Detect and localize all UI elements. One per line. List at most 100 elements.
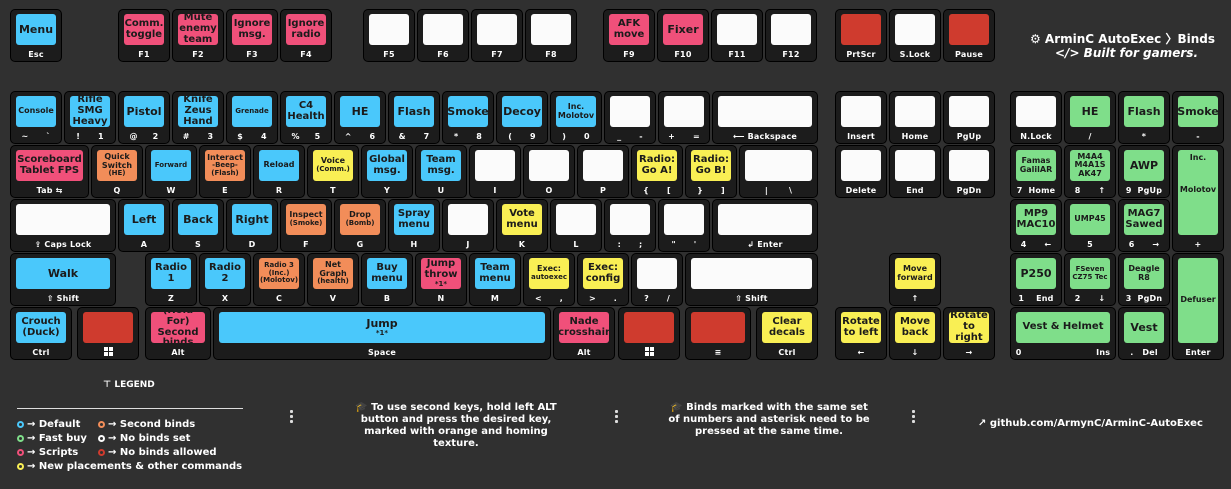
key-np5[interactable]: UMP45 5 [1064, 199, 1116, 252]
key-prtscr[interactable]: PrtScr [835, 9, 887, 62]
key-l[interactable]: L [550, 199, 602, 252]
key-equal[interactable]: + = [658, 91, 710, 144]
key-npminus[interactable]: Smoke - [1172, 91, 1224, 144]
key-v[interactable]: Net Graph (health) V [307, 253, 359, 306]
key-caps[interactable]: ⇪ Caps Lock [10, 199, 116, 252]
key-semicolon[interactable]: : ; [604, 199, 656, 252]
key-z[interactable]: Radio 1 Z [145, 253, 197, 306]
key-lshift[interactable]: Walk ⇧ Shift [10, 253, 116, 306]
github-link[interactable]: ↗ github.com/ArmynC/ArminC-AutoExec [978, 418, 1203, 429]
key-a[interactable]: Left A [118, 199, 170, 252]
key-k[interactable]: Vote menu K [496, 199, 548, 252]
key-lwin[interactable] [77, 307, 139, 360]
key-f8[interactable]: F8 [525, 9, 577, 62]
key-rshift[interactable]: ⇧ Shift [685, 253, 818, 306]
key-rwin[interactable] [618, 307, 680, 360]
key-npenter[interactable]: Defuser Enter [1172, 253, 1224, 360]
key-i[interactable]: I [469, 145, 521, 198]
key-t[interactable]: Voice (Comm.) T [307, 145, 359, 198]
key-lalt[interactable]: (Hold For)Second binds Alt [145, 307, 211, 360]
key-n2[interactable]: Pistol @ 2 [118, 91, 170, 144]
key-end[interactable]: End [889, 145, 941, 198]
key-menu[interactable]: ≡ [685, 307, 751, 360]
key-h[interactable]: Spray menu H [388, 199, 440, 252]
key-np6[interactable]: MAG7 Sawed 6 → [1118, 199, 1170, 252]
key-n1[interactable]: Rifle SMG Heavy ! 1 [64, 91, 116, 144]
key-np0[interactable]: Vest & Helmet 0 Ins [1010, 307, 1116, 360]
key-np1[interactable]: P250 1 End [1010, 253, 1062, 306]
key-backspace[interactable]: ⟵ Backspace [712, 91, 818, 144]
key-f4[interactable]: Ignore radio F4 [280, 9, 332, 62]
key-pause[interactable]: Pause [943, 9, 995, 62]
key-f6[interactable]: F6 [417, 9, 469, 62]
key-f10[interactable]: Fixer F10 [657, 9, 709, 62]
key-o[interactable]: O [523, 145, 575, 198]
key-n7[interactable]: Flash & 7 [388, 91, 440, 144]
key-esc[interactable]: Menu Esc [10, 9, 62, 62]
key-r[interactable]: Reload R [253, 145, 305, 198]
key-m[interactable]: Team menu M [469, 253, 521, 306]
key-down[interactable]: Move back ↓ [889, 307, 941, 360]
key-u[interactable]: Team msg. U [415, 145, 467, 198]
key-f12[interactable]: F12 [765, 9, 817, 62]
key-f[interactable]: Inspect (Smoke) F [280, 199, 332, 252]
key-p[interactable]: P [577, 145, 629, 198]
key-slash[interactable]: ? / [631, 253, 683, 306]
key-n0[interactable]: Inc. Molotov) 0 [550, 91, 602, 144]
key-minus[interactable]: _ - [604, 91, 656, 144]
key-d[interactable]: Right D [226, 199, 278, 252]
key-b[interactable]: Buy menu B [361, 253, 413, 306]
key-x[interactable]: Radio 2 X [199, 253, 251, 306]
key-pgup[interactable]: PgUp [943, 91, 995, 144]
key-n6[interactable]: HE ^ 6 [334, 91, 386, 144]
key-home[interactable]: Home [889, 91, 941, 144]
key-lbracket[interactable]: Radio: Go A! { [ [631, 145, 683, 198]
key-rctrl[interactable]: Clear decals Ctrl [756, 307, 818, 360]
key-np3[interactable]: Deagle R8 3 PgDn [1118, 253, 1170, 306]
key-g[interactable]: Drop (Bomb) G [334, 199, 386, 252]
key-c[interactable]: Radio 3 (Inc.) (Molotov) C [253, 253, 305, 306]
key-pgdn[interactable]: PgDn [943, 145, 995, 198]
key-f3[interactable]: Ignore msg. F3 [226, 9, 278, 62]
key-n9[interactable]: Decoy ( 9 [496, 91, 548, 144]
key-rbracket[interactable]: Radio: Go B!} ] [685, 145, 737, 198]
key-lctrl[interactable]: Crouch (Duck) Ctrl [10, 307, 72, 360]
key-q[interactable]: Quick Switch (HE) Q [91, 145, 143, 198]
key-insert[interactable]: Insert [835, 91, 887, 144]
key-period[interactable]: Exec: config > . [577, 253, 629, 306]
key-space[interactable]: Jump *1* Space [213, 307, 551, 360]
key-numlock[interactable]: N.Lock [1010, 91, 1062, 144]
key-y[interactable]: Global msg. Y [361, 145, 413, 198]
key-f9[interactable]: AFK move F9 [603, 9, 655, 62]
key-right[interactable]: Rotate to right → [943, 307, 995, 360]
key-n8[interactable]: Smoke * 8 [442, 91, 494, 144]
key-left[interactable]: Rotate to left ← [835, 307, 887, 360]
key-np8[interactable]: M4A4 M4A1S AK47 8 ↑ [1064, 145, 1116, 198]
key-n5[interactable]: C4 Health % 5 [280, 91, 332, 144]
key-f1[interactable]: Comm. toggle F1 [118, 9, 170, 62]
key-f5[interactable]: F5 [363, 9, 415, 62]
key-np4[interactable]: MP9 MAC10 4 ← [1010, 199, 1062, 252]
key-npslash[interactable]: HE / [1064, 91, 1116, 144]
key-npdot[interactable]: Vest . Del [1118, 307, 1170, 360]
key-n[interactable]: Jump throw *1* N [415, 253, 467, 306]
key-delete[interactable]: Delete [835, 145, 887, 198]
key-quote[interactable]: " ' [658, 199, 710, 252]
key-j[interactable]: J [442, 199, 494, 252]
key-f11[interactable]: F11 [711, 9, 763, 62]
key-slock[interactable]: S.Lock [889, 9, 941, 62]
key-comma[interactable]: Exec: autoexec < , [523, 253, 575, 306]
key-backslash[interactable]: | \ [739, 145, 818, 198]
key-n4[interactable]: Grenade $ 4 [226, 91, 278, 144]
key-np2[interactable]: FSeven CZ75 Tec 2 ↓ [1064, 253, 1116, 306]
key-npstar[interactable]: Flash * [1118, 91, 1170, 144]
key-e[interactable]: Interact -Beep- (Flash) E [199, 145, 251, 198]
key-np9[interactable]: AWP 9 PgUp [1118, 145, 1170, 198]
key-np7[interactable]: Famas GalilAR 7 Home [1010, 145, 1062, 198]
key-s[interactable]: Back S [172, 199, 224, 252]
key-enter[interactable]: ↲ Enter [712, 199, 818, 252]
key-tilde[interactable]: Console ~ ` [10, 91, 62, 144]
key-npplus[interactable]: Inc. Molotov + [1172, 145, 1224, 252]
key-w[interactable]: Forward W [145, 145, 197, 198]
key-ralt[interactable]: Nade crosshair Alt [553, 307, 615, 360]
